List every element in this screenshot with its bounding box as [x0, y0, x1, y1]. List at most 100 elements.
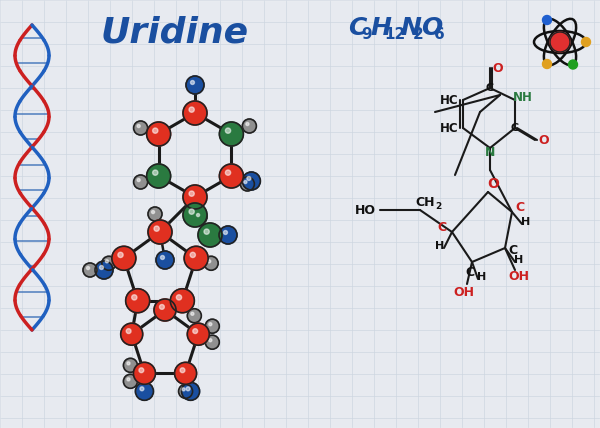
Circle shape	[182, 388, 185, 391]
Text: 9: 9	[361, 27, 371, 42]
Text: H: H	[478, 272, 487, 282]
Text: 2: 2	[413, 27, 424, 42]
Circle shape	[134, 175, 148, 189]
Circle shape	[152, 128, 158, 133]
Circle shape	[242, 172, 260, 190]
Circle shape	[187, 323, 209, 345]
Circle shape	[204, 256, 218, 270]
Text: HC: HC	[440, 93, 458, 107]
Circle shape	[191, 312, 194, 315]
Circle shape	[140, 387, 144, 391]
Circle shape	[112, 246, 136, 270]
Text: CH: CH	[415, 196, 435, 208]
Circle shape	[148, 207, 162, 221]
Text: H: H	[370, 16, 391, 40]
Circle shape	[137, 125, 140, 128]
Circle shape	[190, 252, 196, 258]
Circle shape	[187, 309, 202, 323]
Circle shape	[179, 384, 193, 398]
Text: H: H	[436, 241, 445, 251]
Circle shape	[95, 261, 113, 279]
Text: C: C	[511, 123, 519, 133]
Text: O: O	[539, 134, 550, 146]
Circle shape	[209, 323, 212, 326]
Circle shape	[154, 226, 159, 231]
Circle shape	[183, 203, 207, 227]
Circle shape	[198, 223, 222, 247]
Circle shape	[193, 329, 197, 333]
Circle shape	[160, 304, 164, 309]
Text: N: N	[400, 16, 421, 40]
Text: HC: HC	[440, 122, 458, 134]
Circle shape	[244, 181, 247, 184]
Circle shape	[542, 15, 551, 24]
Text: C: C	[515, 200, 524, 214]
Circle shape	[175, 363, 197, 384]
Circle shape	[125, 289, 149, 313]
Circle shape	[170, 289, 194, 313]
Circle shape	[154, 299, 176, 321]
Circle shape	[191, 80, 194, 84]
Circle shape	[152, 170, 158, 175]
Text: NH: NH	[513, 90, 533, 104]
Circle shape	[220, 164, 244, 188]
Text: Uridine: Uridine	[101, 15, 249, 49]
Circle shape	[148, 220, 172, 244]
Circle shape	[542, 59, 551, 68]
Circle shape	[226, 128, 230, 133]
Text: O: O	[421, 16, 442, 40]
Circle shape	[223, 231, 227, 235]
Text: OH: OH	[454, 285, 475, 298]
Circle shape	[134, 121, 148, 135]
Circle shape	[241, 177, 254, 191]
Circle shape	[161, 256, 164, 259]
Circle shape	[569, 60, 577, 69]
Text: 2: 2	[435, 202, 441, 211]
Text: O: O	[487, 177, 499, 191]
Circle shape	[186, 76, 204, 94]
Text: H: H	[514, 255, 524, 265]
Circle shape	[204, 229, 209, 234]
Circle shape	[127, 362, 130, 365]
Circle shape	[126, 329, 131, 333]
Circle shape	[139, 368, 144, 373]
Circle shape	[186, 387, 190, 391]
Circle shape	[219, 226, 237, 244]
Circle shape	[242, 119, 256, 133]
Circle shape	[131, 295, 137, 300]
Circle shape	[209, 339, 212, 342]
Circle shape	[124, 358, 137, 372]
Text: H: H	[521, 217, 530, 227]
Circle shape	[220, 122, 244, 146]
Circle shape	[205, 319, 219, 333]
Circle shape	[146, 164, 170, 188]
Circle shape	[193, 210, 207, 224]
Circle shape	[246, 122, 249, 125]
Circle shape	[83, 263, 97, 277]
Text: 12: 12	[384, 27, 405, 42]
Circle shape	[550, 32, 570, 52]
Circle shape	[581, 38, 590, 47]
Circle shape	[102, 256, 116, 270]
Circle shape	[176, 295, 182, 300]
Text: 6: 6	[434, 27, 445, 42]
Circle shape	[247, 176, 251, 181]
Text: C: C	[486, 83, 494, 93]
Circle shape	[156, 251, 174, 269]
Circle shape	[189, 191, 194, 196]
Circle shape	[118, 252, 123, 258]
Circle shape	[180, 368, 185, 373]
Circle shape	[124, 374, 137, 388]
Circle shape	[127, 378, 130, 381]
Text: N: N	[485, 146, 495, 158]
Circle shape	[100, 265, 103, 270]
Text: C: C	[348, 16, 367, 40]
Circle shape	[183, 101, 207, 125]
Circle shape	[136, 382, 154, 400]
Text: C: C	[466, 265, 475, 279]
Circle shape	[137, 178, 140, 181]
Circle shape	[189, 107, 194, 112]
Circle shape	[208, 260, 211, 263]
Circle shape	[133, 363, 155, 384]
Circle shape	[205, 335, 219, 349]
